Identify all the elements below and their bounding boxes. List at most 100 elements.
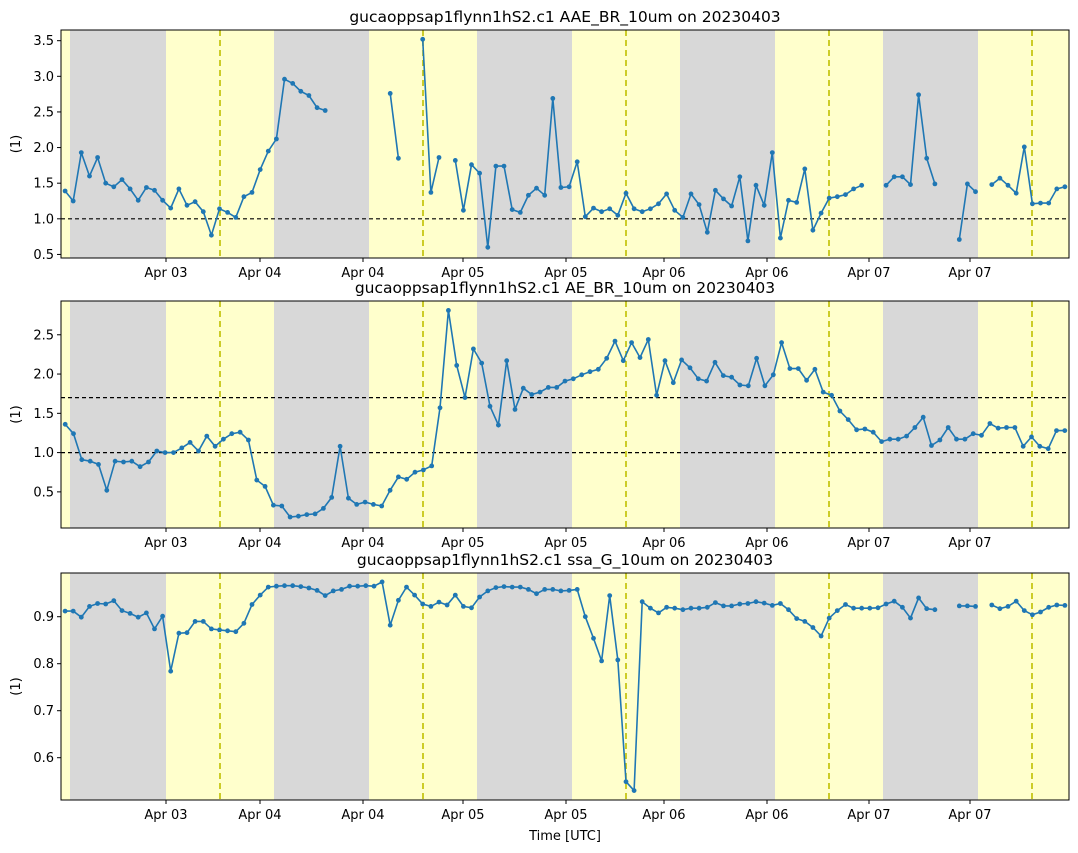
data-point xyxy=(859,182,865,188)
series-line xyxy=(991,600,1065,616)
data-point xyxy=(721,196,726,202)
plot-area xyxy=(61,573,1069,800)
data-point xyxy=(160,197,166,203)
data-point xyxy=(879,439,884,444)
data-point xyxy=(712,359,718,365)
data-point xyxy=(176,630,182,636)
data-point xyxy=(956,603,962,609)
data-point xyxy=(599,658,604,664)
data-point xyxy=(144,185,149,190)
data-point xyxy=(843,192,848,198)
data-point xyxy=(471,346,476,352)
data-point xyxy=(271,502,276,508)
data-point xyxy=(962,436,968,442)
data-point xyxy=(1046,200,1052,206)
night-band xyxy=(883,30,978,258)
data-point xyxy=(812,366,818,372)
data-point xyxy=(221,436,226,442)
data-point xyxy=(121,459,126,465)
data-point xyxy=(257,592,263,598)
data-point xyxy=(607,593,613,598)
data-point xyxy=(688,191,694,197)
data-point xyxy=(225,210,231,215)
data-point xyxy=(891,174,897,180)
x-tick-label: Apr 07 xyxy=(948,266,991,281)
data-point xyxy=(387,487,393,493)
data-point xyxy=(1021,608,1027,613)
data-point xyxy=(979,432,984,438)
data-point xyxy=(737,382,743,388)
y-tick-label: 2.5 xyxy=(33,328,54,343)
data-point xyxy=(314,105,320,111)
data-point xyxy=(1013,598,1019,604)
data-point xyxy=(720,373,726,378)
data-point xyxy=(477,170,482,176)
data-point xyxy=(754,355,759,361)
data-point xyxy=(851,186,856,192)
data-point xyxy=(517,584,523,590)
data-point xyxy=(119,177,125,183)
data-point xyxy=(713,187,718,193)
night-band xyxy=(477,30,572,258)
y-tick-label: 0.6 xyxy=(33,751,54,766)
data-point xyxy=(196,448,201,454)
data-point xyxy=(104,487,110,493)
data-point xyxy=(96,462,101,467)
data-point xyxy=(769,603,775,608)
data-point xyxy=(412,469,418,475)
data-point xyxy=(802,619,808,624)
data-point xyxy=(704,378,709,384)
data-point xyxy=(834,194,840,200)
data-point xyxy=(446,308,451,313)
data-point xyxy=(454,363,460,368)
data-point xyxy=(396,474,401,480)
data-point xyxy=(504,358,510,364)
data-point xyxy=(200,619,206,624)
data-point xyxy=(112,458,118,464)
y-tick-label: 0.7 xyxy=(33,704,54,719)
data-point xyxy=(526,587,531,592)
panel-ae: 0.5 1.0 1.5 2.0 2.5 Apr 03 Apr 04 Apr 04 Apr 05 A… xyxy=(9,279,1070,551)
data-point xyxy=(304,512,310,517)
data-point xyxy=(168,205,174,211)
data-point xyxy=(420,601,426,607)
data-point xyxy=(945,425,951,430)
data-point xyxy=(639,209,645,215)
data-point xyxy=(290,81,296,86)
x-tick-label: Apr 07 xyxy=(948,536,991,551)
data-point xyxy=(679,357,684,363)
data-point xyxy=(612,338,618,344)
data-point xyxy=(537,389,543,395)
data-point xyxy=(818,210,824,216)
data-point xyxy=(688,605,694,611)
data-point xyxy=(916,92,921,98)
data-point xyxy=(534,185,539,191)
x-tick-label: Apr 05 xyxy=(441,266,484,281)
data-point xyxy=(184,630,190,636)
data-point xyxy=(192,619,198,624)
data-point xyxy=(989,182,995,188)
y-axis-label: (1) xyxy=(9,677,24,695)
data-point xyxy=(452,592,458,598)
data-point xyxy=(339,587,344,592)
data-point xyxy=(550,587,556,592)
data-point xyxy=(262,484,268,489)
data-point xyxy=(1062,603,1068,608)
panel-aae: 0.5 1.0 1.5 2.0 2.5 3.0 3.5 Apr 03 Apr 04 Apr 04 A… xyxy=(9,8,1070,281)
data-point xyxy=(804,377,809,383)
data-point xyxy=(954,436,959,442)
data-point xyxy=(298,88,304,94)
data-point xyxy=(558,588,564,594)
x-tick-label: Apr 03 xyxy=(144,808,187,823)
data-point xyxy=(1012,425,1018,430)
y-tick-label: 0.5 xyxy=(33,485,54,500)
series-line xyxy=(389,93,400,159)
data-point xyxy=(761,600,767,606)
data-point xyxy=(469,605,474,611)
x-tick-label: Apr 06 xyxy=(745,266,788,281)
data-point xyxy=(78,150,84,156)
data-point xyxy=(1005,604,1011,609)
data-point xyxy=(379,503,385,509)
y-axis-label: (1) xyxy=(9,405,24,423)
data-point xyxy=(217,627,222,633)
